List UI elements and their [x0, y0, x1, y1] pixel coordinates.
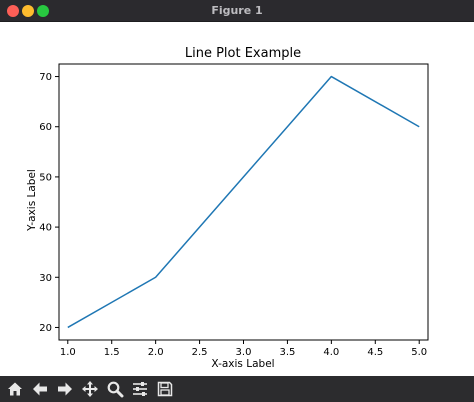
x-tick-label: 2.5	[192, 347, 208, 358]
zoom-window-button[interactable]	[37, 5, 49, 17]
sliders-icon	[132, 382, 147, 396]
x-tick-label: 4.5	[367, 347, 383, 358]
x-tick-label: 3.0	[236, 347, 252, 358]
close-window-button[interactable]	[7, 5, 19, 17]
axes: 1.0 1.5 2.0 2.5 3.0 3.5 4.0 4.5 5.0 20 30 40 50 60 70	[39, 63, 429, 358]
forward-button[interactable]	[53, 378, 76, 400]
figure-canvas: Line Plot Example 1.0 1.5 2.0 2.5 3.0 3.5 4.0 4…	[0, 22, 474, 376]
x-tick-label: 5.0	[411, 347, 427, 358]
magnifier-icon	[107, 381, 123, 398]
chart-title: Line Plot Example	[185, 46, 301, 61]
y-tick-label: 40	[39, 223, 52, 234]
move-icon	[81, 381, 98, 397]
home-button[interactable]	[3, 378, 26, 400]
x-tick-label: 2.0	[148, 347, 164, 358]
y-tick-label: 30	[39, 273, 52, 284]
y-axis-label: Y-axis Label	[26, 169, 38, 232]
home-icon	[7, 382, 22, 396]
x-tick-label: 1.0	[60, 347, 76, 358]
minimize-window-button[interactable]	[22, 5, 34, 17]
window-title: Figure 1	[211, 4, 263, 17]
zoom-button[interactable]	[103, 378, 126, 400]
title-bar: Figure 1	[0, 0, 474, 22]
navigation-toolbar	[0, 376, 474, 402]
x-axis-label: X-axis Label	[211, 358, 274, 370]
floppy-disk-icon	[157, 381, 172, 397]
x-tick-label: 4.0	[323, 347, 339, 358]
x-tick-label: 1.5	[104, 347, 120, 358]
back-button[interactable]	[28, 378, 51, 400]
y-tick-label: 60	[39, 122, 52, 133]
y-tick-label: 50	[39, 172, 52, 183]
y-tick-label: 70	[39, 72, 52, 83]
line-chart: Line Plot Example 1.0 1.5 2.0 2.5 3.0 3.5 4.0 4…	[26, 46, 429, 370]
series-line	[67, 75, 420, 329]
y-tick-label: 20	[39, 323, 52, 334]
save-figure-button[interactable]	[153, 378, 176, 400]
configure-subplots-button[interactable]	[128, 378, 151, 400]
plot-frame	[58, 63, 429, 341]
pan-button[interactable]	[78, 378, 101, 400]
arrow-left-icon	[32, 382, 47, 396]
x-tick-label: 3.5	[279, 347, 295, 358]
arrow-right-icon	[57, 382, 72, 396]
